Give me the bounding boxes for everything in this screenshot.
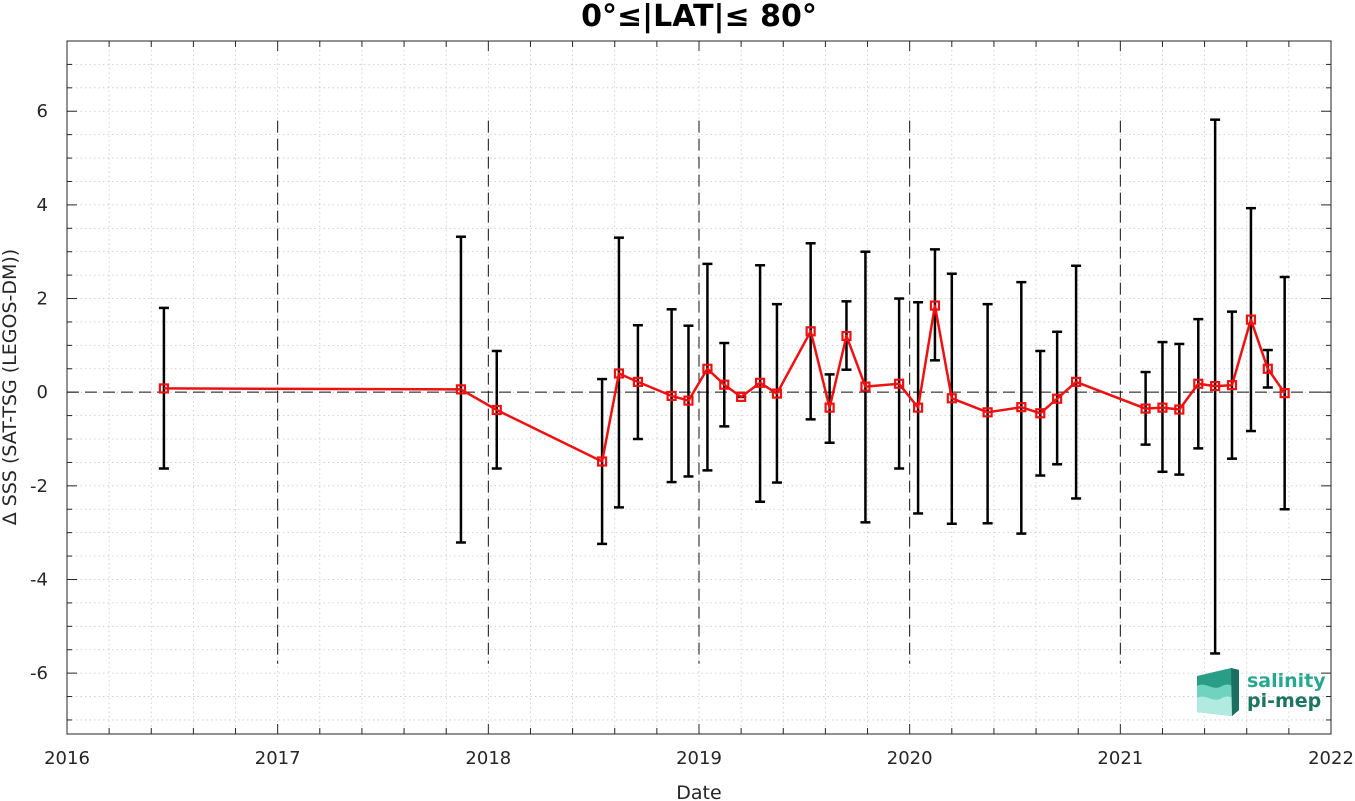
data-point bbox=[683, 395, 694, 406]
x-tick-label: 2022 bbox=[1308, 748, 1354, 769]
data-point bbox=[1016, 402, 1027, 413]
data-point bbox=[982, 407, 993, 418]
data-point bbox=[1052, 393, 1063, 404]
data-point bbox=[702, 363, 713, 374]
data-point bbox=[1279, 388, 1290, 399]
wave-logo-icon bbox=[1197, 668, 1239, 716]
y-tick-label: -2 bbox=[30, 476, 48, 497]
data-point bbox=[946, 393, 957, 404]
x-tick-label: 2021 bbox=[1097, 748, 1143, 769]
data-point bbox=[491, 404, 502, 416]
y-tick-label: 6 bbox=[37, 101, 48, 122]
data-point bbox=[1262, 363, 1273, 374]
error-bar bbox=[702, 262, 713, 472]
data-point bbox=[754, 377, 766, 388]
data-point bbox=[824, 402, 835, 413]
data-point bbox=[860, 381, 871, 392]
data-point bbox=[1140, 403, 1151, 414]
y-tick-label: 2 bbox=[37, 289, 48, 310]
data-point bbox=[1245, 314, 1257, 325]
data-point bbox=[1174, 404, 1185, 415]
x-tick-label: 2020 bbox=[887, 748, 933, 769]
data-point bbox=[894, 378, 905, 389]
data-point bbox=[841, 330, 852, 342]
data-point bbox=[1070, 376, 1082, 387]
x-tick-label: 2017 bbox=[255, 748, 301, 769]
data-point bbox=[805, 326, 816, 337]
data-point bbox=[1193, 378, 1204, 389]
y-tick-label: 4 bbox=[37, 195, 48, 216]
x-tick-label: 2018 bbox=[465, 748, 511, 769]
data-point bbox=[613, 368, 625, 379]
y-tick-label: -6 bbox=[30, 663, 48, 684]
data-point bbox=[929, 300, 941, 311]
x-tick-label: 2019 bbox=[676, 748, 722, 769]
data-line bbox=[163, 304, 1286, 463]
data-point bbox=[1035, 408, 1046, 419]
data-series bbox=[158, 300, 1290, 467]
axis-ticks bbox=[66, 40, 1332, 734]
data-point bbox=[632, 376, 644, 387]
data-point bbox=[771, 388, 783, 399]
chart-title: 0°≤|LAT|≤ 80° bbox=[581, 0, 817, 34]
data-point bbox=[455, 384, 467, 395]
data-point bbox=[158, 383, 170, 394]
logo-text-line1: salinity bbox=[1247, 670, 1326, 692]
data-point bbox=[912, 402, 924, 413]
logo-text-line2: pi-mep bbox=[1247, 690, 1321, 712]
y-axis-title: Δ SSS (SAT-TSG (LEGOS-DM)) bbox=[0, 249, 21, 525]
y-tick-label: -4 bbox=[30, 569, 48, 590]
data-point bbox=[596, 456, 608, 467]
data-point bbox=[719, 379, 730, 390]
data-point bbox=[666, 390, 677, 402]
data-point bbox=[736, 391, 747, 402]
x-tick-label: 2016 bbox=[44, 748, 90, 769]
data-point bbox=[1210, 380, 1221, 392]
tick-labels: 2016 2017 2018 2019 2020 2021 2022 -6 -4 -2 0 2 4 6 bbox=[30, 101, 1354, 769]
error-bar bbox=[982, 302, 993, 525]
reference-lines bbox=[67, 120, 1331, 664]
salinity-pimep-logo: salinity pi-mep bbox=[1197, 668, 1326, 716]
data-point bbox=[1157, 402, 1168, 413]
y-tick-label: 0 bbox=[37, 382, 48, 403]
x-axis-title: Date bbox=[676, 782, 721, 801]
data-point bbox=[1226, 380, 1238, 391]
